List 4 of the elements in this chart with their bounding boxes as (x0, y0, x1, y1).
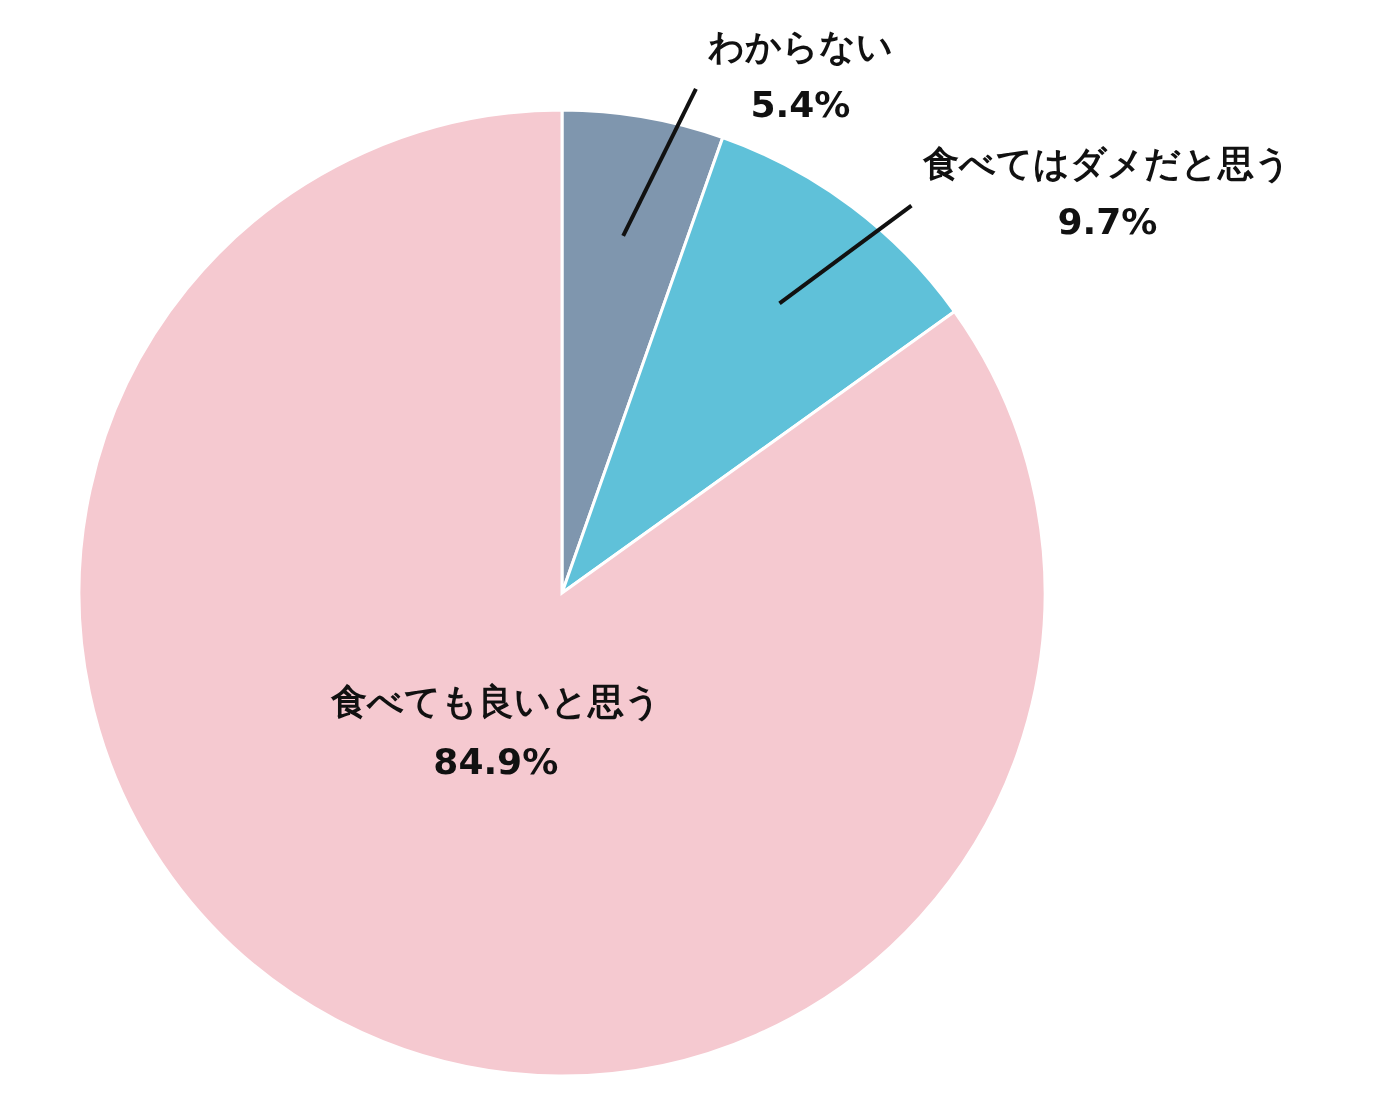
data-label: 5.4% (750, 83, 851, 125)
slice-label: わからない (707, 25, 893, 67)
data-label: 9.7% (1057, 200, 1158, 242)
slice-label: 食べてはダメだと思う (922, 142, 1292, 184)
